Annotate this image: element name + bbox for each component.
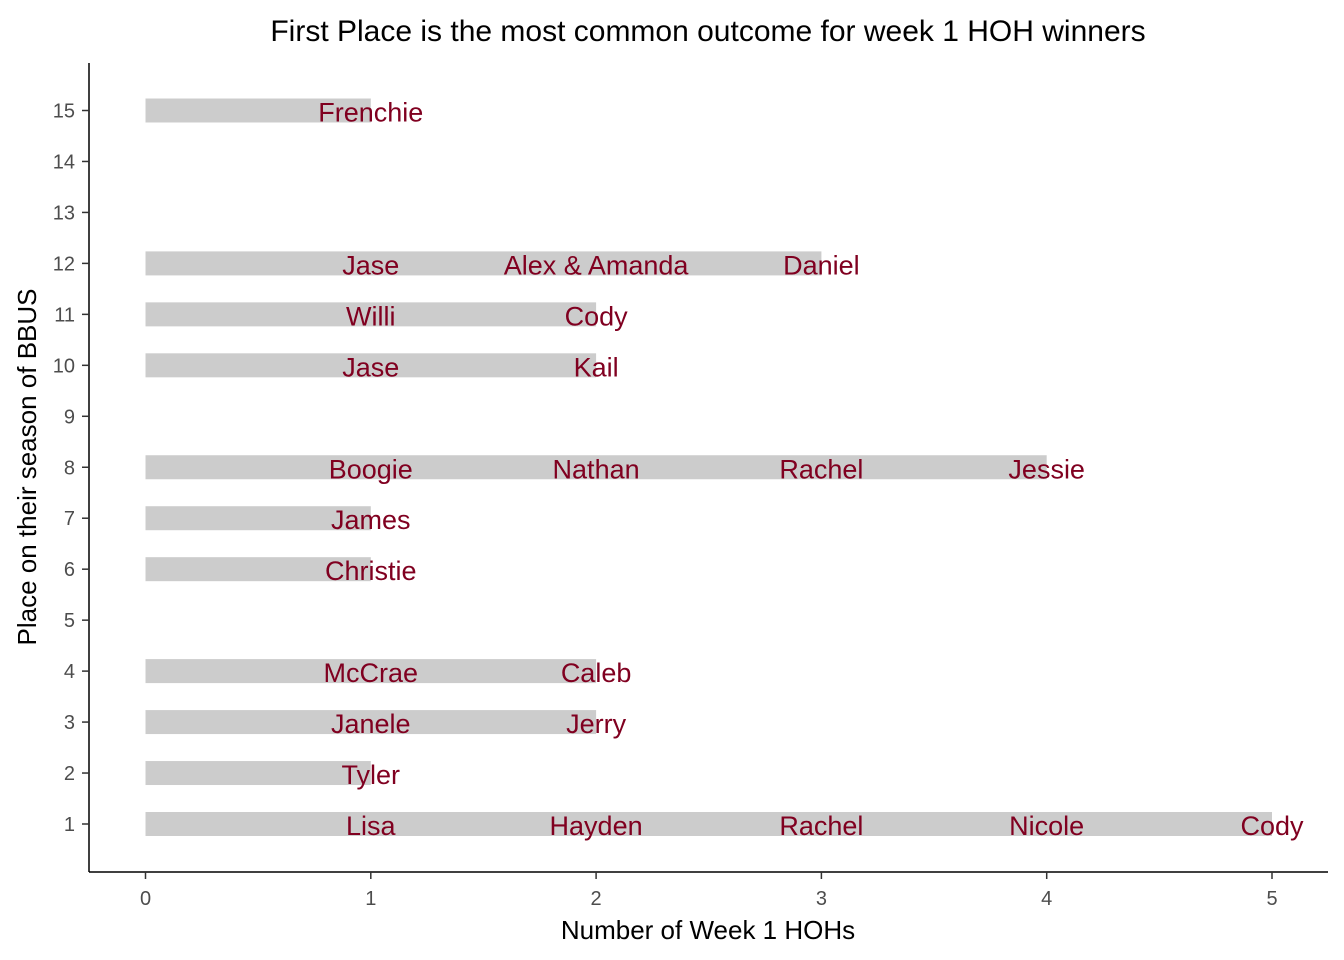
name-label: Janele — [331, 709, 411, 739]
name-label: Jase — [342, 250, 399, 280]
bar-place-12 — [145, 251, 822, 276]
y-tick-label: 11 — [54, 304, 75, 326]
name-label: Nathan — [553, 454, 640, 484]
name-label: Rachel — [779, 454, 863, 484]
name-label: Cody — [1240, 811, 1304, 841]
x-tick-label: 4 — [1041, 888, 1052, 910]
name-label: Caleb — [561, 658, 632, 688]
x-tick-label: 5 — [1266, 888, 1277, 910]
y-tick-label: 9 — [64, 406, 75, 428]
y-tick-label: 2 — [64, 763, 75, 785]
name-label: Frenchie — [318, 98, 423, 128]
name-label: Willi — [346, 301, 395, 331]
name-label: Nicole — [1009, 811, 1084, 841]
y-tick-label: 5 — [64, 610, 75, 632]
bar-place-10 — [145, 353, 597, 378]
bar-place-15 — [145, 98, 371, 123]
y-axis-title: Place on their season of BBUS — [12, 289, 42, 646]
y-tick-label: 8 — [64, 457, 75, 479]
name-label: Daniel — [783, 250, 860, 280]
y-tick-label: 1 — [64, 814, 75, 836]
x-tick-label: 0 — [140, 888, 151, 910]
bar-place-6 — [145, 557, 371, 582]
bar-place-2 — [145, 761, 371, 786]
bars-layer — [145, 98, 1272, 836]
bar-place-1 — [145, 812, 1272, 836]
name-label: Jessie — [1008, 454, 1085, 484]
y-tick-label: 12 — [53, 253, 75, 275]
y-tick-label: 14 — [53, 151, 75, 173]
name-label: Rachel — [779, 811, 863, 841]
name-label: Alex & Amanda — [504, 250, 690, 280]
name-label: McCrae — [324, 658, 419, 688]
y-tick-label: 4 — [64, 661, 75, 683]
bar-place-4 — [145, 659, 597, 684]
bar-place-8 — [145, 455, 1047, 480]
bar-place-7 — [145, 506, 371, 531]
y-tick-label: 10 — [53, 355, 75, 377]
chart-title: First Place is the most common outcome f… — [270, 15, 1145, 48]
x-tick-label: 3 — [816, 888, 827, 910]
y-tick-label: 13 — [53, 202, 75, 224]
x-tick-label: 1 — [365, 888, 376, 910]
name-labels-layer: Lisa Hayden Rachel Nicole Cody Tyler Janele Jer… — [318, 98, 1304, 842]
y-tick-label: 7 — [64, 508, 75, 530]
x-tick-label: 2 — [591, 888, 602, 910]
name-label: Boogie — [329, 454, 413, 484]
name-label: Hayden — [550, 811, 643, 841]
name-label: Cody — [565, 301, 629, 331]
name-label: Lisa — [346, 811, 397, 841]
name-label: James — [331, 505, 411, 535]
bar-place-11 — [145, 302, 597, 327]
name-label: Tyler — [342, 760, 401, 790]
x-axis-title: Number of Week 1 HOHs — [561, 915, 855, 945]
name-label: Jerry — [566, 709, 626, 739]
y-tick-label: 3 — [64, 712, 75, 734]
x-ticks: 0 1 2 3 4 5 — [140, 872, 1278, 910]
name-label: Christie — [325, 556, 417, 586]
y-tick-label: 15 — [53, 101, 75, 123]
y-tick-label: 6 — [64, 559, 75, 581]
name-label: Jase — [342, 352, 399, 382]
bar-place-3 — [145, 710, 597, 735]
name-label: Kail — [574, 352, 619, 382]
